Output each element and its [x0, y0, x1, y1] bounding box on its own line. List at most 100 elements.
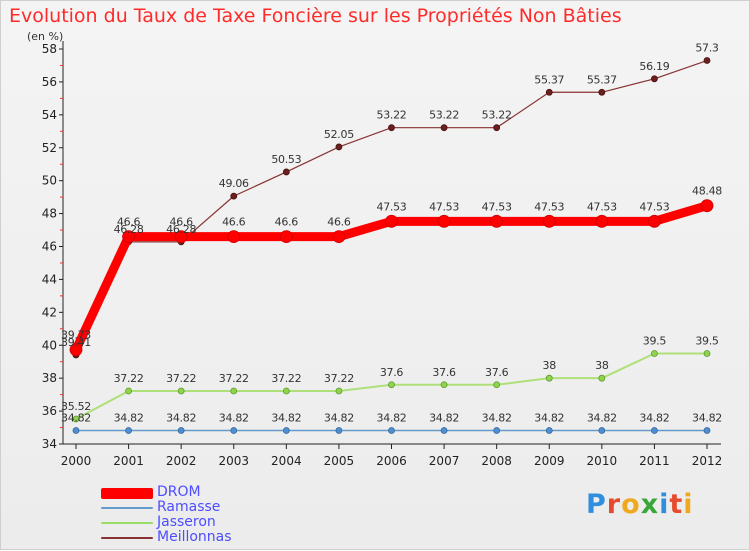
logo-letter: t: [669, 489, 684, 520]
data-label-ramasse: 34.82: [114, 412, 144, 425]
logo-letter: r: [606, 489, 622, 520]
x-tick-label: 2006: [376, 454, 407, 468]
data-point-jasseron: [282, 387, 290, 395]
data-label-meillonnas: 55.37: [534, 73, 564, 86]
x-tick-label: 2012: [692, 454, 723, 468]
data-point-ramasse: [177, 427, 185, 434]
data-label-drom: 46.6: [275, 216, 299, 229]
data-label-drom: 47.53: [377, 200, 407, 213]
data-point-drom: [122, 230, 135, 244]
data-point-ramasse: [440, 427, 448, 434]
x-tick-label: 2004: [271, 454, 302, 468]
data-point-meillonnas: [545, 88, 553, 96]
data-point-meillonnas: [388, 124, 395, 132]
data-point-ramasse: [651, 427, 658, 434]
data-label-drom: 46.6: [170, 216, 194, 229]
data-label-jasseron: 38: [595, 359, 609, 372]
data-point-ramasse: [282, 427, 290, 434]
data-point-meillonnas: [651, 75, 658, 83]
data-point-jasseron: [440, 381, 448, 389]
data-point-jasseron: [493, 381, 501, 389]
legend-label: Meillonnas: [157, 529, 232, 545]
data-label-jasseron: 37.22: [114, 372, 144, 385]
logo-letter: i: [683, 489, 694, 520]
y-unit-label: (en %): [27, 30, 64, 43]
data-point-drom: [700, 199, 714, 213]
y-tick-label: 34: [42, 437, 57, 451]
data-label-jasseron: 37.22: [271, 372, 301, 385]
data-label-jasseron: 39.5: [695, 334, 719, 347]
data-label-jasseron: 37.22: [166, 372, 196, 385]
data-label-jasseron: 38: [543, 359, 557, 372]
data-point-drom: [279, 230, 293, 244]
x-tick-label: 2001: [113, 454, 144, 468]
data-label-meillonnas: 56.19: [639, 60, 669, 73]
data-label-meillonnas: 50.53: [271, 153, 301, 166]
data-point-drom: [174, 230, 188, 244]
data-point-jasseron: [703, 350, 711, 357]
legend-swatch: [101, 537, 153, 539]
data-point-drom: [595, 214, 609, 228]
data-point-jasseron: [125, 387, 132, 395]
legend-label: DROM: [157, 484, 201, 500]
logo-letter: i: [659, 489, 670, 520]
y-tick-label: 42: [42, 305, 57, 319]
data-point-ramasse: [703, 427, 711, 434]
data-point-ramasse: [72, 427, 80, 434]
data-label-ramasse: 34.82: [534, 412, 564, 425]
legend-swatch: [101, 487, 153, 499]
data-label-ramasse: 34.82: [271, 412, 301, 425]
data-label-ramasse: 34.82: [166, 412, 196, 425]
x-tick-label: 2008: [481, 454, 512, 468]
data-label-drom: 47.53: [534, 200, 564, 213]
y-tick-label: 50: [42, 174, 57, 188]
y-tick-label: 38: [42, 371, 57, 385]
data-point-meillonnas: [703, 57, 711, 64]
data-label-drom: 46.6: [117, 216, 141, 229]
data-point-ramasse: [335, 427, 343, 434]
data-point-meillonnas: [230, 192, 238, 200]
data-point-drom: [227, 230, 241, 244]
data-point-meillonnas: [598, 88, 606, 96]
y-tick-label: 40: [42, 338, 57, 352]
data-label-meillonnas: 46.28: [166, 223, 196, 236]
x-tick-label: 2011: [639, 454, 670, 468]
data-point-jasseron: [545, 374, 553, 382]
y-tick-label: 58: [42, 42, 57, 56]
data-label-drom: 46.6: [327, 216, 351, 229]
data-label-drom: 48.48: [692, 185, 722, 198]
data-point-meillonnas: [493, 124, 501, 132]
data-label-drom: 39.73: [61, 329, 91, 342]
data-point-ramasse: [125, 427, 132, 434]
data-label-ramasse: 34.82: [61, 412, 91, 425]
data-label-drom: 47.53: [482, 200, 512, 213]
y-tick-label: 36: [42, 404, 57, 418]
data-point-drom: [490, 214, 504, 228]
data-label-meillonnas: 53.22: [377, 109, 407, 122]
data-label-meillonnas: 52.05: [324, 128, 354, 141]
data-label-jasseron: 37.6: [432, 366, 456, 379]
y-tick-label: 54: [42, 108, 57, 122]
data-label-meillonnas: 53.22: [429, 109, 459, 122]
data-point-jasseron: [388, 381, 395, 389]
y-tick-label: 46: [42, 240, 57, 254]
data-point-jasseron: [598, 374, 606, 382]
data-point-jasseron: [651, 350, 658, 357]
data-point-jasseron: [335, 387, 343, 395]
legend-label: Jasseron: [157, 514, 216, 530]
data-point-ramasse: [493, 427, 501, 434]
data-point-ramasse: [388, 427, 395, 434]
data-point-jasseron: [72, 415, 80, 423]
x-tick-label: 2003: [218, 454, 249, 468]
data-label-ramasse: 34.82: [587, 412, 617, 425]
proxiti-logo: Proxiti: [586, 489, 694, 520]
data-label-jasseron: 37.6: [485, 366, 509, 379]
data-label-jasseron: 37.22: [324, 372, 354, 385]
data-label-ramasse: 34.82: [639, 412, 669, 425]
chart-title: Evolution du Taux de Taxe Foncière sur l…: [9, 5, 622, 27]
data-label-jasseron: 39.5: [643, 334, 667, 347]
data-label-jasseron: 37.22: [219, 372, 249, 385]
data-label-ramasse: 34.82: [429, 412, 459, 425]
logo-letter: o: [621, 489, 641, 520]
